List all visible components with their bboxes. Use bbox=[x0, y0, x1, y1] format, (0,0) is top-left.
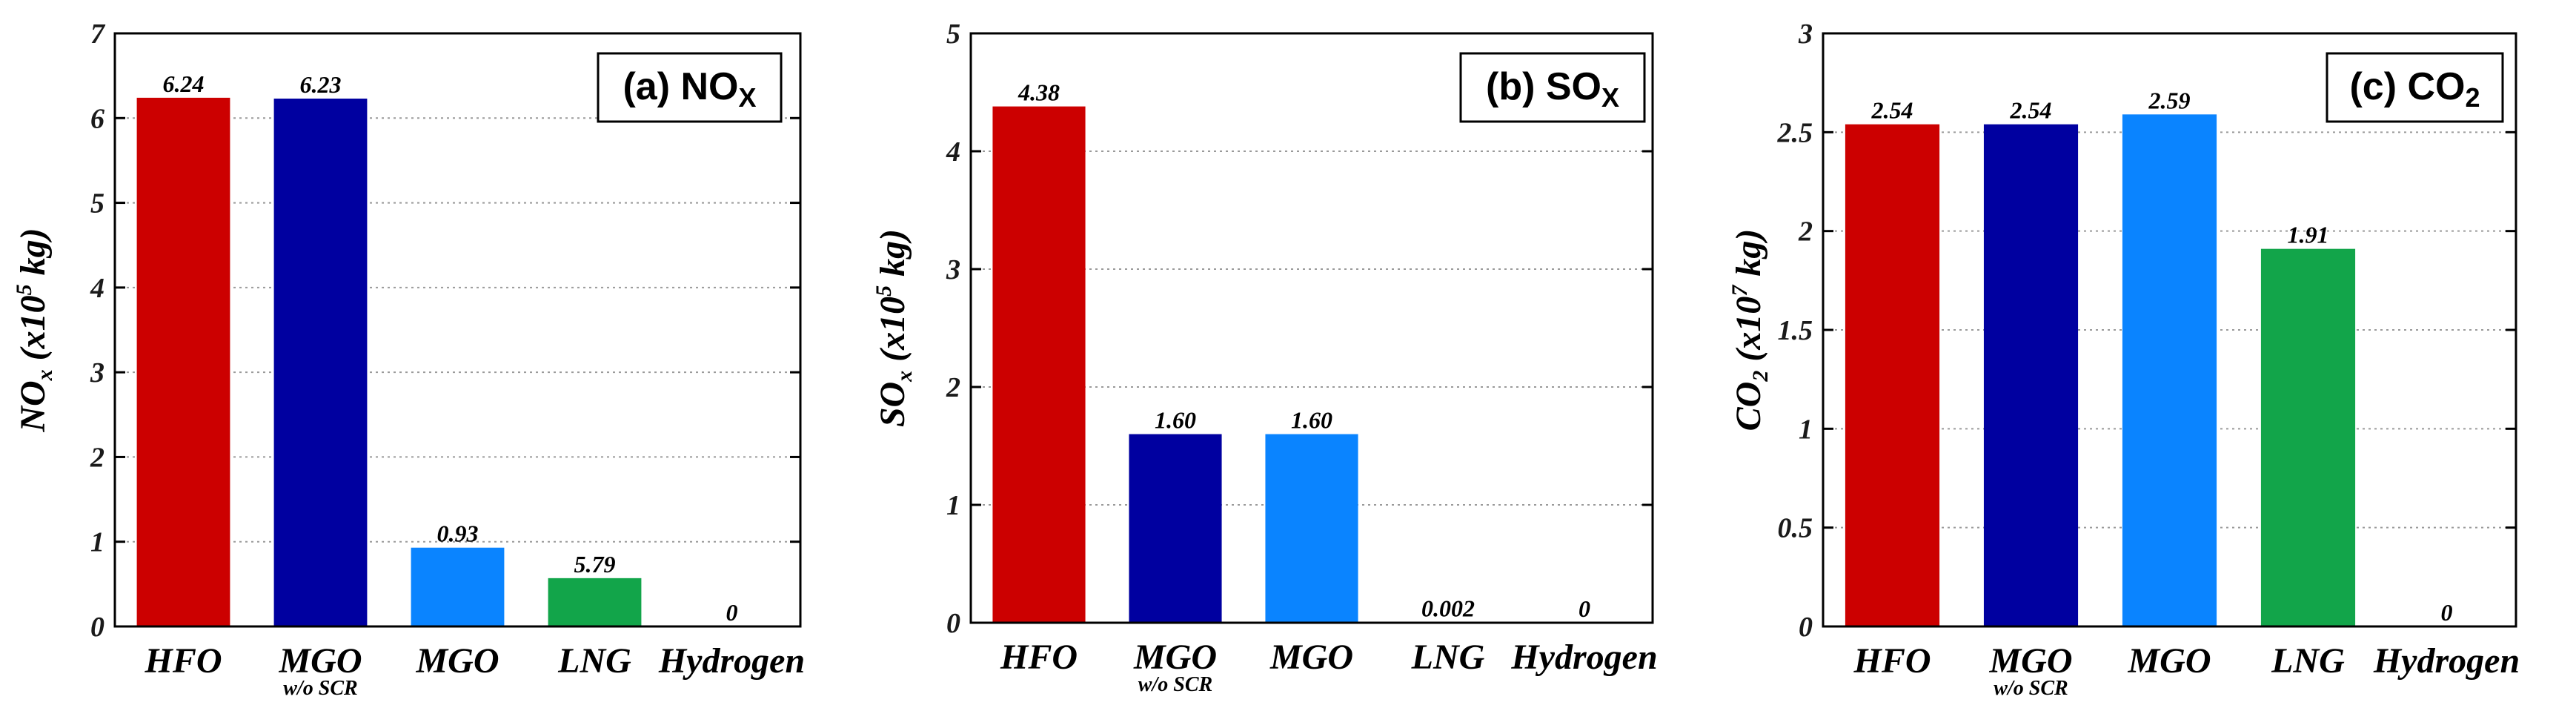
y-tick-label: 3 bbox=[1798, 19, 1813, 50]
y-axis-label: SOx (x105 kg) bbox=[872, 229, 917, 427]
data-label: 4.38 bbox=[1018, 79, 1060, 106]
y-tick-label: 5 bbox=[90, 188, 104, 219]
data-label: 1.60 bbox=[1291, 407, 1332, 434]
bar-mgo bbox=[411, 548, 505, 626]
y-tick-label: 1 bbox=[90, 527, 104, 558]
data-label: 0 bbox=[2441, 599, 2453, 626]
category-label: MGO bbox=[2127, 641, 2211, 681]
data-label: 1.60 bbox=[1155, 407, 1196, 434]
y-tick-label: 2.5 bbox=[1777, 117, 1813, 148]
y-tick-label: 0 bbox=[946, 608, 960, 639]
category-label: Hydrogen bbox=[2373, 641, 2520, 681]
category-label: Hydrogen bbox=[1510, 638, 1657, 677]
y-tick-label: 1.5 bbox=[1778, 315, 1813, 346]
bar-mgo-woscr bbox=[274, 99, 368, 626]
category-label: LNG bbox=[1411, 638, 1485, 677]
data-label: 0.93 bbox=[437, 520, 479, 547]
panel-title: (a) NOX bbox=[623, 65, 756, 113]
y-tick-label: 2 bbox=[946, 372, 960, 403]
y-tick-label: 6 bbox=[90, 103, 104, 134]
data-label: 0 bbox=[726, 599, 738, 626]
y-tick-label: 3 bbox=[90, 357, 104, 388]
y-tick-label: 2 bbox=[1798, 216, 1813, 248]
category-label: HFO bbox=[144, 641, 222, 681]
data-label: 6.23 bbox=[300, 71, 342, 98]
category-label: MGO bbox=[1988, 641, 2072, 681]
data-label: 0 bbox=[1579, 595, 1590, 622]
y-tick-label: 1 bbox=[946, 490, 960, 521]
category-label: LNG bbox=[557, 641, 631, 681]
category-label: HFO bbox=[1853, 641, 1931, 681]
y-tick-label: 5 bbox=[946, 19, 960, 50]
category-label: Hydrogen bbox=[658, 641, 805, 681]
y-tick-label: 0.5 bbox=[1778, 513, 1813, 544]
category-label: HFO bbox=[1000, 638, 1078, 677]
data-label: 2.59 bbox=[2148, 87, 2191, 113]
bar-mgo-woscr bbox=[1984, 125, 2078, 626]
panel-title: (b) SOX bbox=[1486, 65, 1619, 113]
category-label: LNG bbox=[2271, 641, 2345, 681]
category-label: MGO bbox=[278, 641, 362, 681]
panel-title: (c) CO2 bbox=[2349, 65, 2480, 113]
category-label: MGO bbox=[415, 641, 499, 681]
bar-hfo bbox=[1845, 125, 1939, 626]
y-tick-label: 0 bbox=[90, 612, 104, 643]
y-tick-label: 4 bbox=[90, 273, 104, 304]
y-tick-label: 7 bbox=[90, 19, 106, 50]
y-axis-label: NOx (x105 kg) bbox=[12, 228, 57, 432]
y-tick-label: 2 bbox=[90, 442, 104, 473]
y-axis-label: CO2 (x107 kg) bbox=[1727, 229, 1773, 431]
bar-hfo bbox=[137, 98, 230, 626]
category-sublabel: w/o SCR bbox=[1994, 677, 2068, 700]
data-label: 2.54 bbox=[2010, 97, 2052, 124]
data-label: 1.91 bbox=[2288, 222, 2329, 248]
y-tick-label: 1 bbox=[1799, 414, 1813, 445]
y-tick-label: 3 bbox=[946, 254, 960, 285]
category-sublabel: w/o SCR bbox=[1138, 673, 1212, 696]
data-label: 0.002 bbox=[1421, 595, 1475, 622]
bar-hfo bbox=[992, 107, 1085, 623]
y-tick-label: 4 bbox=[946, 136, 960, 168]
data-label: 5.79 bbox=[574, 551, 616, 578]
bar-mgo bbox=[1265, 434, 1358, 623]
category-label: MGO bbox=[1133, 638, 1217, 677]
bar-mgo-woscr bbox=[1129, 434, 1221, 623]
data-label: 2.54 bbox=[1871, 97, 1913, 124]
y-tick-label: 0 bbox=[1799, 612, 1813, 643]
bar-lng bbox=[2261, 249, 2355, 626]
category-label: MGO bbox=[1269, 638, 1353, 677]
bar-mgo bbox=[2122, 114, 2217, 626]
category-sublabel: w/o SCR bbox=[283, 677, 357, 700]
data-label: 6.24 bbox=[163, 70, 205, 97]
bar-lng bbox=[548, 578, 642, 626]
